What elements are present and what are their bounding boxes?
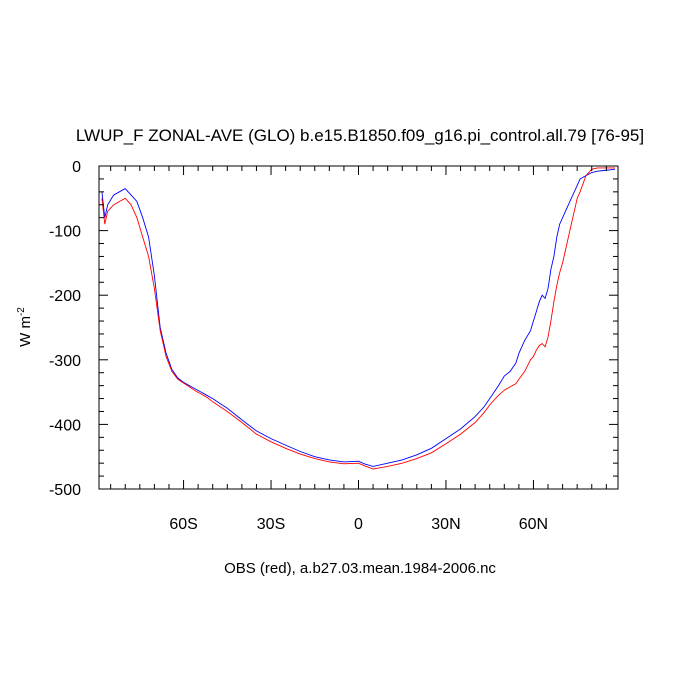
plot-series xyxy=(101,167,616,470)
y-axis-label-main: W m xyxy=(17,316,34,347)
axis-ticks: 0 -100 -200 -300 -400 -500 60S 30S 0 30N 60N xyxy=(49,159,618,533)
chart-title: LWUP_F ZONAL-AVE (GLO) b.e15.B1850.f09_g… xyxy=(76,126,644,145)
x-tick-label: 60S xyxy=(169,516,197,533)
y-tick-label: 0 xyxy=(72,159,81,176)
y-axis-label-superscript: -2 xyxy=(16,307,27,316)
series-line-2 xyxy=(101,167,616,470)
plot-frame xyxy=(98,165,619,490)
y-tick-label: -500 xyxy=(49,482,81,499)
svg-text:W m-2: W m-2 xyxy=(16,307,34,347)
chart-subtitle: OBS (red), a.b27.03.mean.1984-2006.nc xyxy=(224,560,496,577)
y-tick-label: -400 xyxy=(49,417,81,434)
y-axis-label: W m-2 xyxy=(16,307,34,347)
series-line-1 xyxy=(101,168,616,467)
x-tick-label: 30S xyxy=(257,516,285,533)
y-tick-label: -100 xyxy=(49,224,81,241)
y-tick-label: -200 xyxy=(49,288,81,305)
x-tick-label: 60N xyxy=(519,516,548,533)
x-tick-label: 30N xyxy=(431,516,460,533)
y-tick-label: -300 xyxy=(49,353,81,370)
x-tick-label: 0 xyxy=(354,516,363,533)
